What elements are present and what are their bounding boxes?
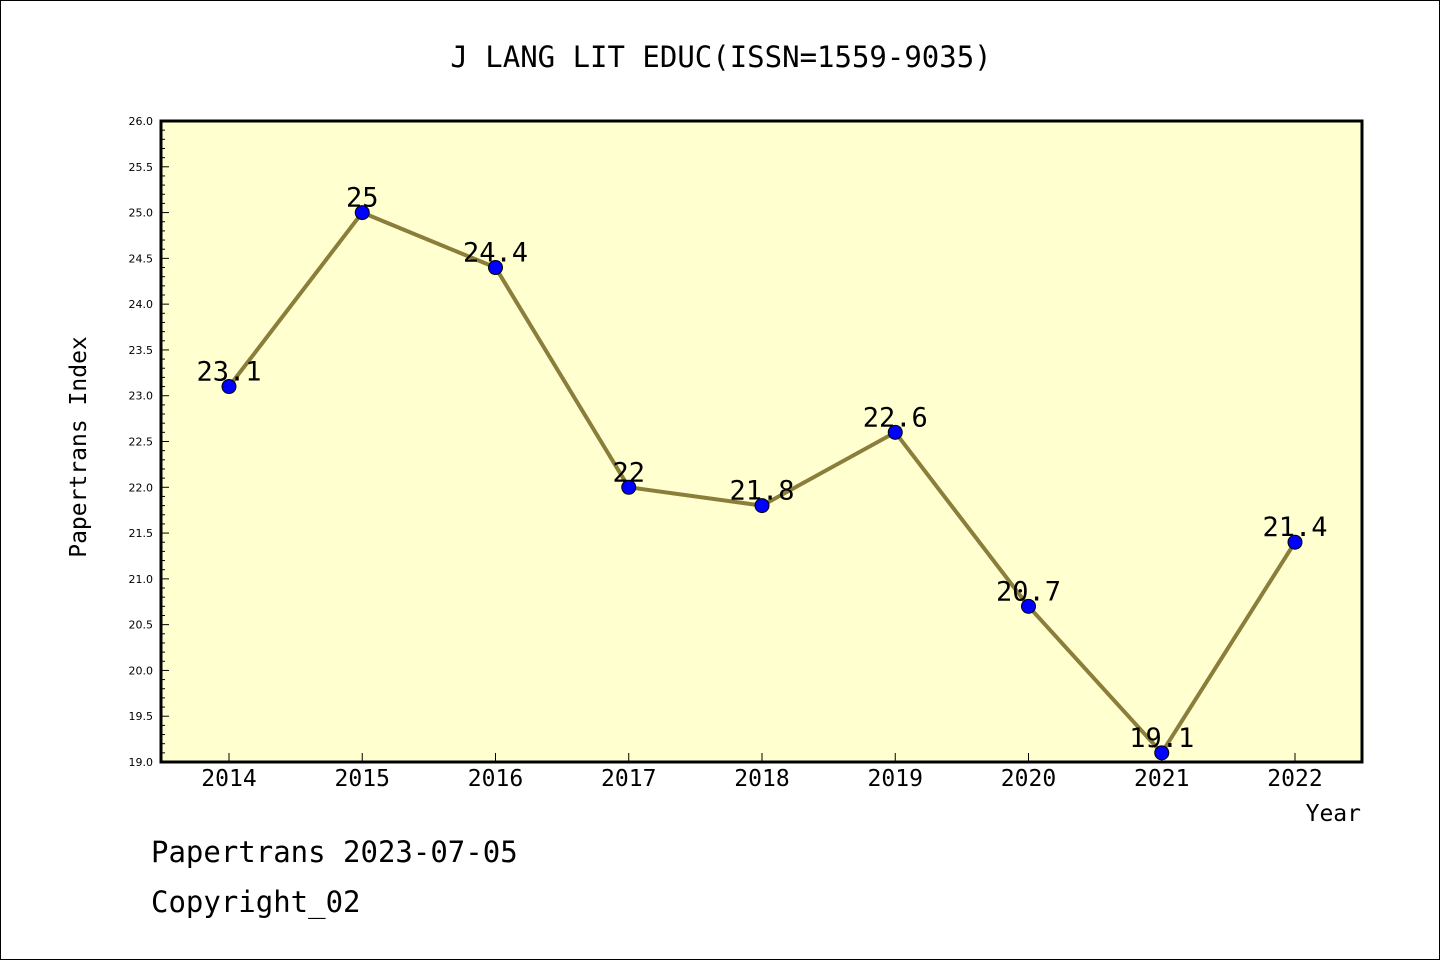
data-label-2020: 20.7 (996, 576, 1061, 607)
y-tick-label: 24.5 (129, 252, 154, 265)
y-tick-label: 20.0 (129, 664, 154, 677)
data-label-2017: 22 (612, 457, 645, 488)
data-markers (221, 205, 1303, 761)
chart-title: J LANG LIT EDUC(ISSN=1559-9035) (450, 40, 991, 74)
data-point-2016 (488, 260, 503, 276)
y-tick-label: 26.0 (129, 115, 154, 128)
data-label-2016: 24.4 (463, 238, 528, 269)
x-axis: 2014 2015 2016 2017 2018 2019 2020 2021 2022 (201, 753, 1323, 792)
data-label-2021: 19.1 (1129, 723, 1194, 754)
x-tick-label: 2014 (201, 766, 256, 792)
y-tick-label: 22.0 (129, 481, 154, 494)
data-point-2014 (221, 379, 237, 395)
x-tick-label: 2016 (468, 766, 523, 792)
y-tick-label: 24.0 (129, 298, 154, 311)
y-tick-label: 21.5 (129, 527, 154, 540)
footer-copyright: Copyright_02 (151, 885, 361, 919)
plot-border (159, 119, 1364, 764)
plot-area (161, 121, 1362, 762)
x-tick-label: 2018 (734, 766, 789, 792)
y-tick-label: 21.0 (129, 573, 154, 586)
x-tick-label: 2019 (868, 766, 923, 792)
x-tick-label: 2017 (601, 766, 656, 792)
x-tick-label: 2020 (1001, 766, 1056, 792)
data-point-2020 (1021, 598, 1036, 614)
y-tick-label: 19.0 (129, 756, 154, 769)
data-label-2018: 21.8 (729, 476, 794, 507)
data-label-2014: 23.1 (196, 357, 261, 388)
x-tick-label: 2015 (335, 766, 390, 792)
y-tick-label: 25.5 (129, 161, 154, 174)
y-tick-label: 25.0 (129, 207, 154, 220)
data-point-2017 (621, 479, 637, 495)
footer-date: Papertrans 2023-07-05 (151, 835, 518, 869)
data-point-2015 (354, 205, 370, 221)
y-tick-label: 23.0 (129, 390, 154, 403)
y-tick-label: 23.5 (129, 344, 154, 357)
data-label-2022: 21.4 (1262, 512, 1327, 543)
x-axis-label: Year (1306, 801, 1361, 827)
data-point-2022 (1287, 534, 1303, 550)
data-label-2019: 22.6 (863, 402, 928, 433)
data-point-2018 (754, 498, 770, 514)
data-labels: 23.1 25 24.4 22 21.8 22.6 20.7 19.1 21.4 (196, 183, 1327, 754)
y-tick-label: 19.5 (129, 710, 154, 723)
data-label-2015: 25 (346, 183, 379, 214)
x-tick-label: 2021 (1134, 766, 1189, 792)
x-tick-label: 2022 (1267, 766, 1322, 792)
y-axis: 19.0 19.5 20.0 20.5 21.0 21.5 22.0 22.5 23.0 23.5… (129, 115, 169, 769)
y-tick-label: 22.5 (129, 436, 154, 449)
data-point-2021 (1154, 745, 1170, 761)
data-point-2019 (887, 424, 903, 440)
y-tick-label: 20.5 (129, 619, 154, 632)
y-axis-label: Papertrans Index (66, 336, 92, 558)
